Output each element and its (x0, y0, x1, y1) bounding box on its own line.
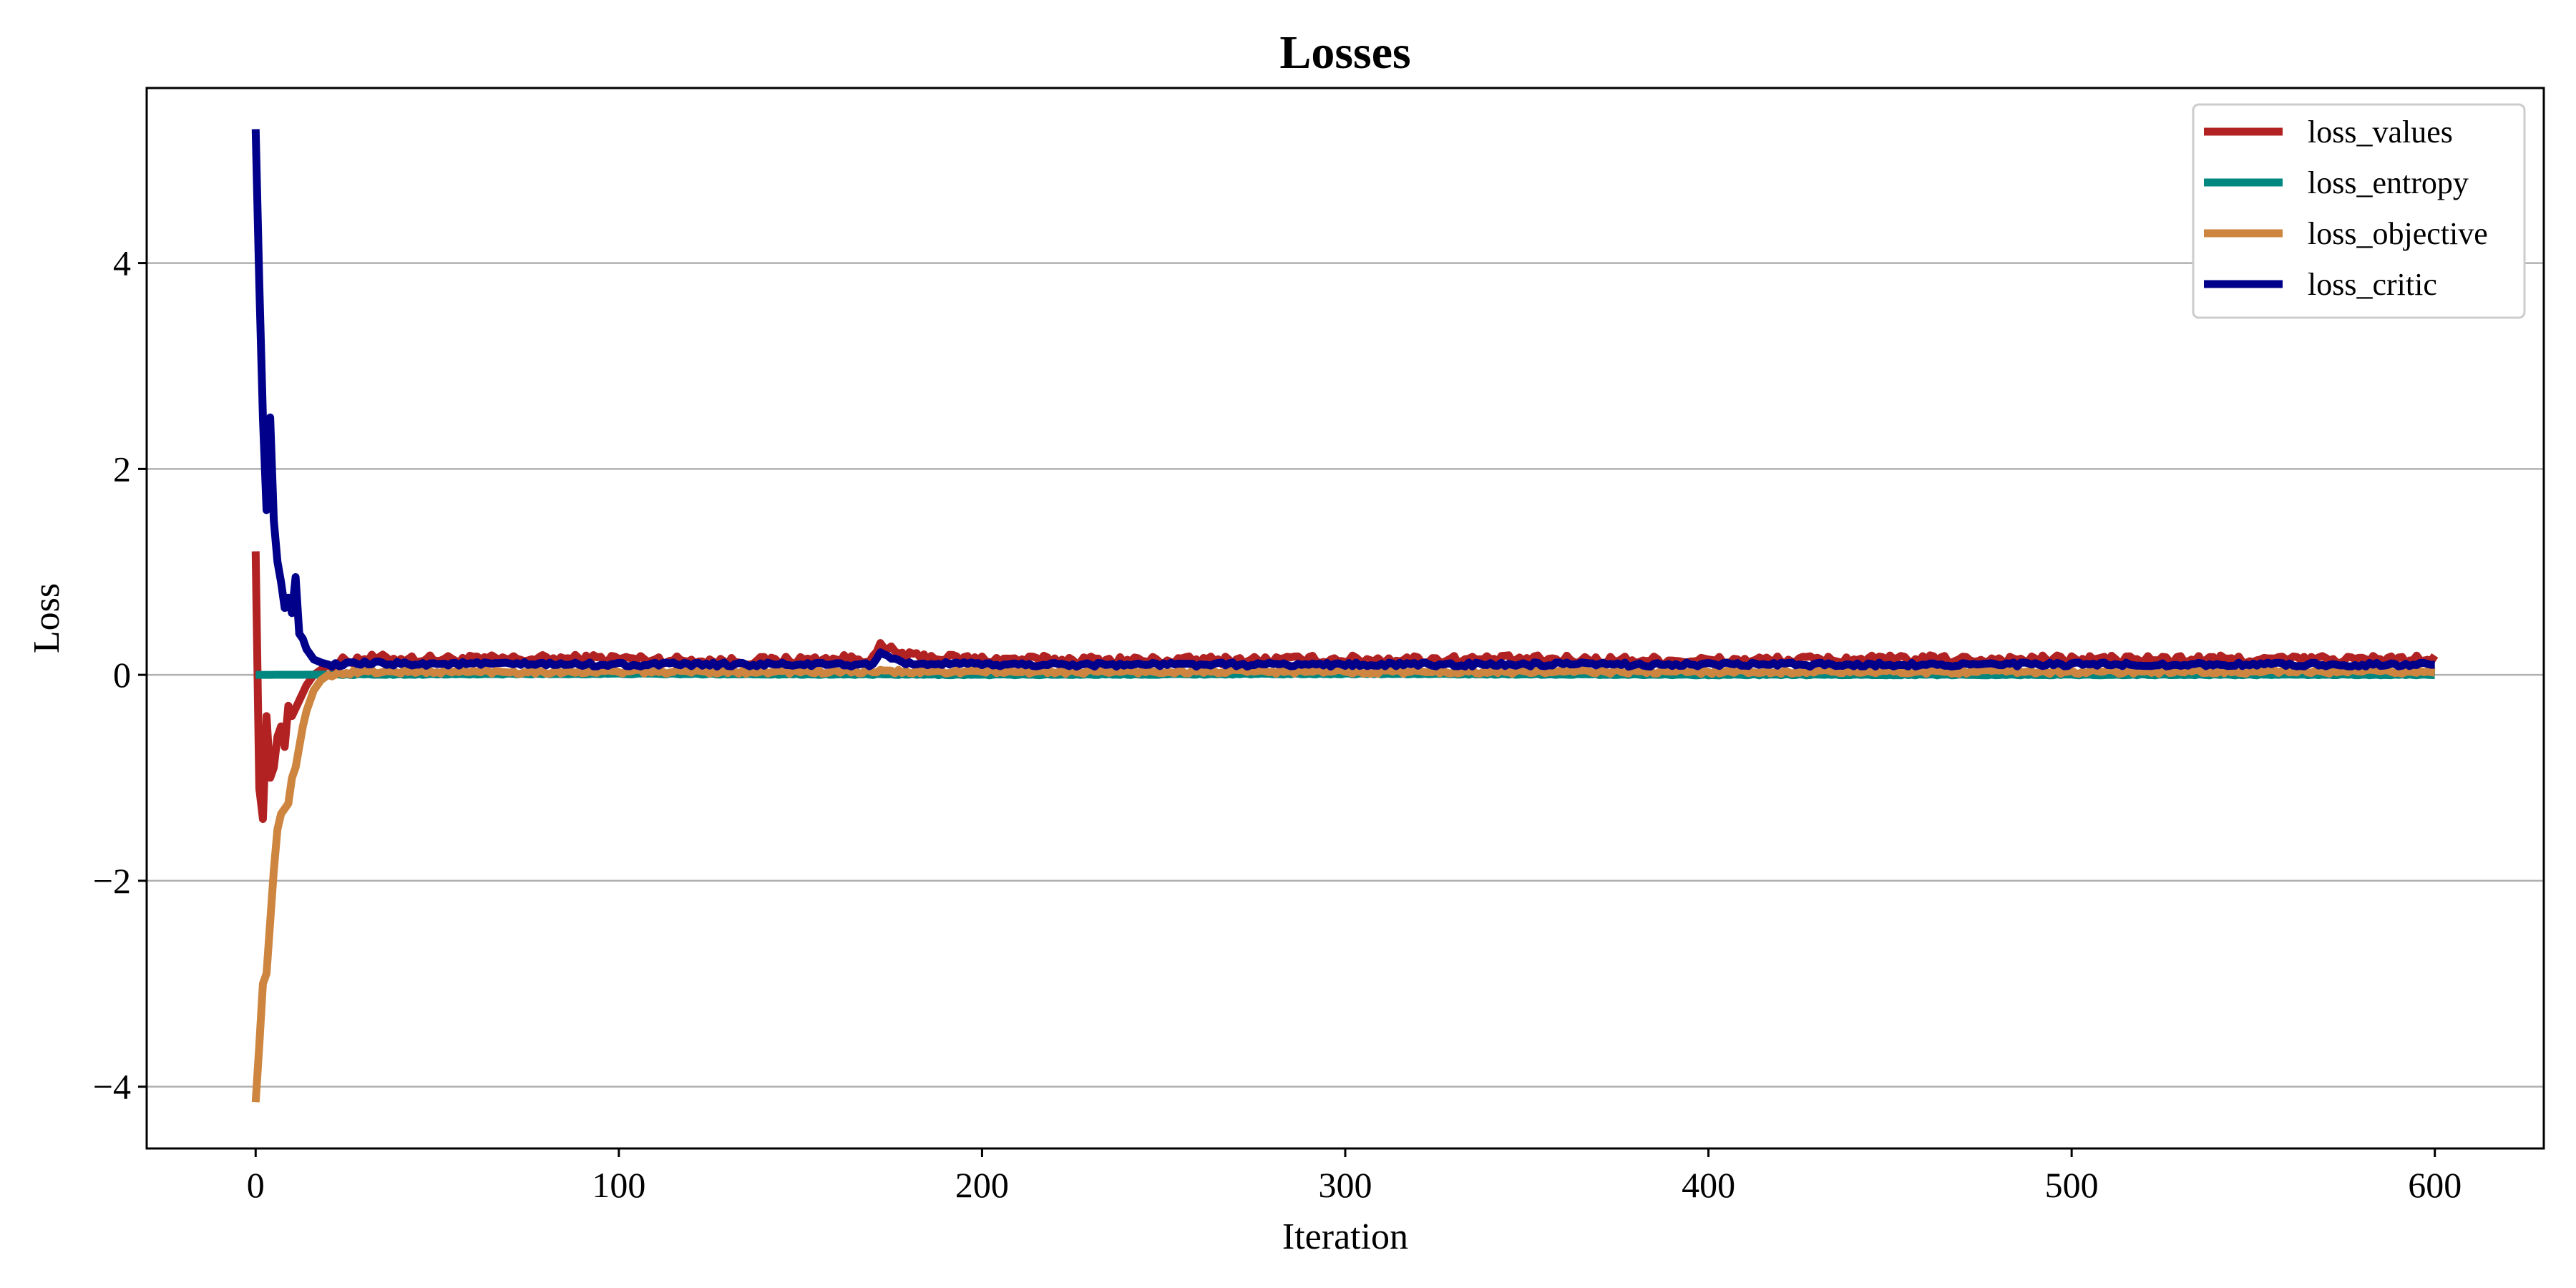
y-axis-label: Loss (26, 583, 67, 653)
x-tick-label: 100 (592, 1165, 645, 1205)
chart-title: Losses (1279, 26, 1410, 79)
legend-label-loss-objective: loss_objective (2308, 216, 2488, 251)
x-tick-label: 200 (955, 1165, 1009, 1205)
x-tick-label: 300 (1319, 1165, 1372, 1205)
legend: loss_values loss_entropy loss_objective … (2193, 104, 2524, 318)
y-tick-label: −2 (93, 861, 131, 901)
y-tick-label: 4 (113, 243, 131, 283)
legend-label-loss-critic: loss_critic (2308, 267, 2437, 302)
legend-label-loss-values: loss_values (2308, 114, 2453, 150)
y-tick-label: −4 (93, 1067, 131, 1107)
x-tick-label: 400 (1682, 1165, 1735, 1205)
y-tick-label: 2 (113, 449, 131, 489)
legend-label-loss-entropy: loss_entropy (2308, 165, 2469, 200)
x-tick-label: 0 (247, 1165, 265, 1205)
x-tick-label: 600 (2408, 1165, 2462, 1205)
x-tick-label: 500 (2045, 1165, 2099, 1205)
x-axis-label: Iteration (1282, 1216, 1408, 1257)
y-tick-label: 0 (113, 655, 131, 695)
